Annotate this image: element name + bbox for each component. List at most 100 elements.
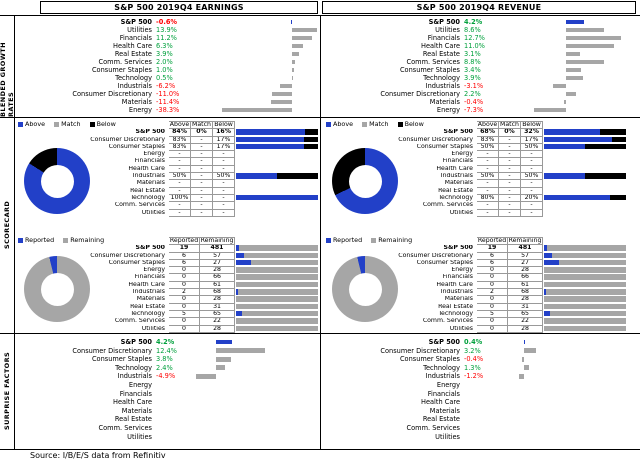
surprise-bar [523, 339, 526, 345]
table-cell: - [168, 157, 191, 166]
legend-item: Above [18, 121, 45, 128]
remaining-bar-segment [544, 267, 626, 273]
table-cell: - [212, 150, 235, 159]
growth-row: Industrials -6.2% [14, 82, 320, 90]
reported-stacked-bar [236, 252, 318, 258]
growth-bar [566, 19, 585, 25]
surprise-row: Energy [322, 381, 628, 389]
sector-label: Energy [436, 381, 460, 389]
sector-label: Utilities [435, 26, 460, 34]
table-cell: - [190, 135, 213, 144]
sector-label: S&P 500 [443, 128, 473, 136]
panel-divider [320, 15, 321, 449]
remaining-bar-segment [239, 245, 318, 251]
growth-bar [280, 83, 292, 89]
sector-label: Financials [119, 34, 152, 42]
table-cell: - [498, 135, 521, 144]
reported-bar-segment [236, 310, 242, 317]
growth-row: Materials -11.4% [14, 98, 320, 106]
legend-swatch-below [89, 122, 95, 127]
reported-stacked-bar [544, 303, 626, 310]
table-cell: - [498, 179, 521, 188]
table-corner [15, 122, 169, 129]
remaining-bar-segment [544, 274, 626, 280]
table-cell: - [520, 208, 543, 217]
table-cell: 481 [199, 244, 235, 253]
sector-label: Utilities [141, 209, 165, 216]
table-cell: 0 [476, 302, 508, 311]
surprise-row: Technology 1.3% [322, 364, 628, 372]
table-cell: - [498, 157, 521, 166]
sector-label: Industrials [440, 288, 473, 296]
reported-stacked-bar [236, 259, 318, 266]
remaining-bar-segment [236, 325, 318, 331]
growth-bar [291, 59, 296, 65]
scorecard-table: Above Match Below S&P 500 68% 0% 32% Consumer D… [322, 120, 543, 217]
surprise-row: Energy [14, 381, 320, 389]
table-cell: - [190, 179, 213, 188]
legend-label: Above [333, 120, 354, 128]
growth-value: 6.3% [156, 42, 173, 50]
sector-label: Real Estate [114, 50, 152, 58]
sector-label: S&P 500 [443, 244, 473, 252]
sector-label: Consumer Staples [399, 355, 460, 364]
table-cell: - [168, 208, 191, 217]
surprise-value: -4.9% [156, 372, 176, 381]
growth-row: Health Care 11.0% [322, 42, 628, 50]
surprise-row: Utilities [322, 433, 628, 441]
legend-swatch-reported [326, 238, 331, 243]
legend-label: Remaining [378, 236, 413, 244]
table-cell: 83% [168, 135, 191, 144]
growth-block-revenue: S&P 500 4.2% Utilities 8.6% Financials 12.7% H… [322, 15, 628, 117]
sector-label: Real Estate [114, 415, 152, 424]
sector-label: Consumer Discretionary [380, 90, 460, 98]
scorecard-stacked-bar [236, 129, 318, 135]
remaining-bar-segment [236, 318, 318, 324]
scorecard-stacked-bar [544, 194, 626, 201]
growth-bar [291, 35, 313, 41]
column-header: Remaining [199, 236, 235, 246]
surprise-value: 2.4% [156, 363, 173, 372]
table-cell: 17% [212, 142, 235, 152]
sector-label: Comm. Services [114, 317, 165, 325]
table-cell: 0 [168, 295, 200, 304]
table-cell: - [168, 150, 191, 159]
sector-label: S&P 500 [120, 18, 152, 26]
sector-label: Materials [121, 98, 152, 106]
above-bar-segment [236, 173, 277, 179]
legend-swatch-match [362, 122, 368, 127]
legend-item: Below [397, 121, 424, 128]
table-cell: - [190, 201, 213, 210]
table-cell: - [212, 157, 235, 166]
table-cell: - [498, 201, 521, 210]
table-cell: 68 [507, 288, 543, 297]
reported-table: Reported Remaining S&P 500 19 481 Consumer Di… [14, 236, 235, 333]
sector-label: Materials [136, 295, 165, 303]
legend-label: Match [61, 120, 81, 128]
remaining-bar-segment [236, 274, 318, 280]
column-header: Match [190, 120, 213, 130]
sector-label: Financials [427, 389, 460, 398]
donut-hole [40, 164, 74, 198]
sector-label: Comm. Services [114, 201, 165, 209]
sector-label: Consumer Staples [416, 259, 473, 266]
table-cell: - [498, 172, 521, 181]
scorecard-stacked-bar [544, 173, 626, 179]
table-cell: 0% [190, 128, 213, 137]
growth-bar [271, 91, 292, 97]
growth-row: Materials -0.4% [322, 98, 628, 106]
table-cell: 28 [199, 324, 235, 333]
table-cell: - [520, 201, 543, 210]
sector-label: Energy [143, 150, 165, 158]
reported-stacked-bar [544, 289, 626, 295]
surprise-value: 4.2% [156, 338, 175, 346]
scorecard-stacked-bar [236, 143, 318, 150]
growth-value: 3.9% [156, 50, 173, 58]
table-cell: 20% [520, 193, 543, 203]
growth-row: Real Estate 3.9% [14, 50, 320, 58]
table-cell: - [520, 179, 543, 188]
sector-label: Real Estate [438, 187, 473, 194]
scorecard-stacked-bar [236, 194, 318, 201]
table-cell: 28 [507, 295, 543, 304]
table-cell: 100% [168, 193, 191, 203]
